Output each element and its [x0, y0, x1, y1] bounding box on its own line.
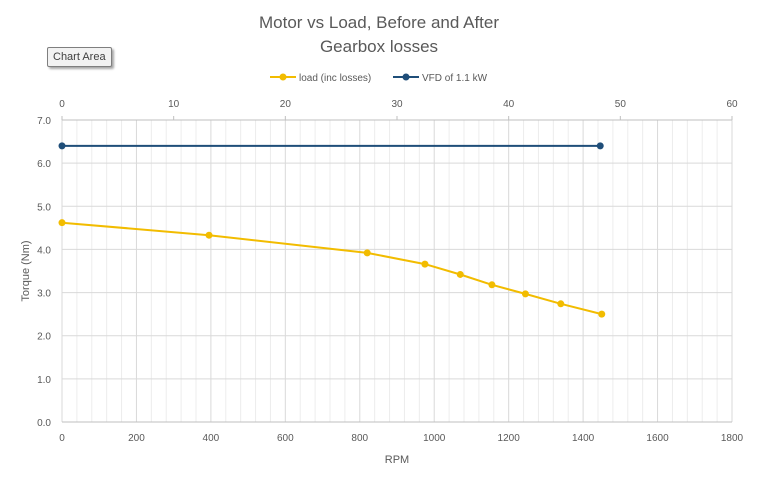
data-point-load[interactable] — [521, 290, 529, 298]
x2-tick-label: 0 — [59, 99, 65, 110]
legend[interactable]: load (inc losses) VFD of 1.1 kW — [270, 73, 488, 84]
data-point-load[interactable] — [557, 300, 565, 308]
x-tick-label: 1200 — [498, 433, 521, 444]
x-tick-label: 1400 — [572, 433, 595, 444]
x2-tick-label: 60 — [726, 99, 738, 110]
legend-item-vfd[interactable]: VFD of 1.1 kW — [393, 73, 488, 84]
legend-label-load: load (inc losses) — [299, 73, 371, 84]
x-tick-label: 400 — [203, 433, 220, 444]
data-point-load[interactable] — [363, 249, 371, 257]
data-point-load[interactable] — [456, 270, 464, 278]
x-tick-label: 200 — [128, 433, 145, 444]
y-tick-label: 5.0 — [37, 202, 51, 213]
data-point-load[interactable] — [58, 219, 66, 227]
y-tick-label: 2.0 — [37, 332, 51, 343]
chart-title-line-2: Gearbox losses — [320, 37, 438, 56]
y-tick-label: 7.0 — [37, 116, 51, 127]
y-tick-label: 0.0 — [37, 418, 51, 429]
data-point-load[interactable] — [488, 281, 496, 289]
x-tick-label: 1800 — [721, 433, 744, 444]
legend-swatch-load-marker — [279, 73, 287, 81]
x2-tick-label: 10 — [168, 99, 180, 110]
x2-tick-label: 20 — [280, 99, 292, 110]
chart-area-tooltip: Chart Area — [47, 47, 112, 67]
y-axis-title: Torque (Nm) — [20, 240, 32, 301]
plot-series — [58, 142, 606, 318]
y-tick-label: 6.0 — [37, 159, 51, 170]
x2-tick-label: 40 — [503, 99, 515, 110]
data-point-load[interactable] — [598, 310, 606, 318]
data-point-load[interactable] — [205, 231, 213, 239]
y-tick-label: 1.0 — [37, 375, 51, 386]
legend-label-vfd: VFD of 1.1 kW — [422, 73, 488, 84]
y-tick-label: 4.0 — [37, 245, 51, 256]
x2-tick-label: 30 — [391, 99, 403, 110]
x-tick-label: 800 — [351, 433, 368, 444]
legend-item-load[interactable]: load (inc losses) — [270, 73, 371, 84]
data-point-load[interactable] — [421, 260, 429, 268]
x-axis-title: RPM — [385, 454, 409, 466]
x2-tick-label: 50 — [615, 99, 627, 110]
x-tick-label: 1000 — [423, 433, 446, 444]
x-tick-label: 600 — [277, 433, 294, 444]
x-tick-label: 1600 — [646, 433, 669, 444]
y-tick-label: 3.0 — [37, 289, 51, 300]
data-point-vfd[interactable] — [58, 142, 66, 150]
legend-swatch-vfd-marker — [402, 73, 410, 81]
data-point-vfd[interactable] — [596, 142, 604, 150]
axes: 0 200 400 600 800 1000 1200 1400 1600 1800 0 10 20 30… — [37, 99, 743, 444]
chart-title-line-1: Motor vs Load, Before and After — [259, 13, 499, 32]
x-tick-label: 0 — [59, 433, 65, 444]
